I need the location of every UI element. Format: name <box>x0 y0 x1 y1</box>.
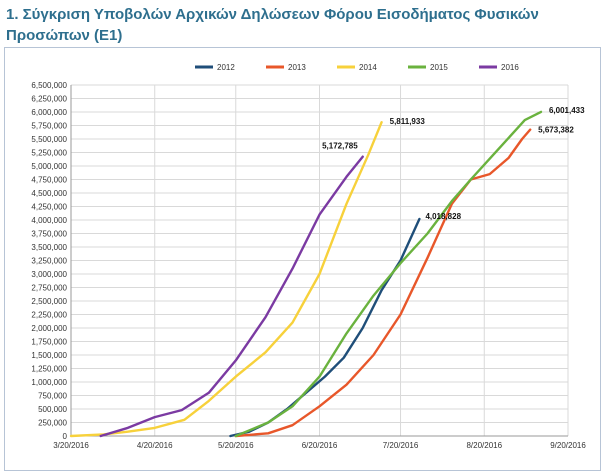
end-label-2016: 5,172,785 <box>322 142 358 151</box>
y-tick-label: 1,000,000 <box>31 378 67 387</box>
y-tick-label: 2,250,000 <box>31 311 67 320</box>
series-line-2014 <box>69 121 383 438</box>
end-label-2013: 5,673,382 <box>538 126 574 135</box>
x-tick-label: 5/20/2016 <box>218 441 254 450</box>
y-tick-label: 3,750,000 <box>31 230 67 239</box>
y-tick-label: 2,500,000 <box>31 297 67 306</box>
legend-label: 2013 <box>288 63 306 72</box>
y-tick-label: 1,500,000 <box>31 351 67 360</box>
y-tick-label: 6,500,000 <box>31 81 67 90</box>
line-chart: 0 250,000 500,000 750,000 1,000,000 1,250,000… <box>31 63 586 450</box>
x-tick-label: 9/20/2016 <box>550 441 586 450</box>
y-tick-label: 3,250,000 <box>31 257 67 266</box>
x-tick-label: 8/20/2016 <box>466 441 502 450</box>
y-tick-label: 1,750,000 <box>31 338 67 347</box>
series-line-2015 <box>234 110 543 438</box>
y-tick-label: 4,250,000 <box>31 203 67 212</box>
y-tick-label: 500,000 <box>38 405 67 414</box>
end-label-2012: 4,018,828 <box>425 212 461 221</box>
y-tick-label: 3,000,000 <box>31 270 67 279</box>
legend-label: 2016 <box>501 63 519 72</box>
y-tick-label: 1,250,000 <box>31 365 67 374</box>
chart-frame: 0 250,000 500,000 750,000 1,000,000 1,250,000… <box>4 47 601 471</box>
y-tick-label: 5,250,000 <box>31 149 67 158</box>
y-tick-label: 4,000,000 <box>31 216 67 225</box>
y-tick-label: 5,500,000 <box>31 135 67 144</box>
y-tick-label: 4,750,000 <box>31 176 67 185</box>
legend-label: 2014 <box>359 63 377 72</box>
y-tick-label: 2,750,000 <box>31 284 67 293</box>
y-tick-label: 6,250,000 <box>31 95 67 104</box>
y-tick-label: 3,500,000 <box>31 243 67 252</box>
y-tick-label: 2,000,000 <box>31 324 67 333</box>
y-tick-label: 250,000 <box>38 419 67 428</box>
x-tick-label: 6/20/2016 <box>302 441 338 450</box>
legend-label: 2015 <box>430 63 448 72</box>
chart-title-line1: 1. Σύγκριση Υποβολών Αρχικών Δηλώσεων Φό… <box>6 6 539 44</box>
x-tick-label: 3/20/2016 <box>53 441 89 450</box>
x-tick-label: 4/20/2016 <box>137 441 173 450</box>
y-tick-label: 0 <box>63 432 68 441</box>
series-line-2013 <box>234 128 532 438</box>
y-tick-label: 5,000,000 <box>31 162 67 171</box>
x-tick-label: 7/20/2016 <box>383 441 419 450</box>
y-tick-label: 750,000 <box>38 392 67 401</box>
y-tick-label: 6,000,000 <box>31 108 67 117</box>
end-label-2015: 6,001,433 <box>549 106 585 115</box>
legend-label: 2012 <box>217 63 235 72</box>
series-line-2016 <box>99 155 364 438</box>
y-tick-label: 5,750,000 <box>31 122 67 131</box>
end-label-2014: 5,811,933 <box>390 117 426 126</box>
y-tick-label: 4,500,000 <box>31 189 67 198</box>
